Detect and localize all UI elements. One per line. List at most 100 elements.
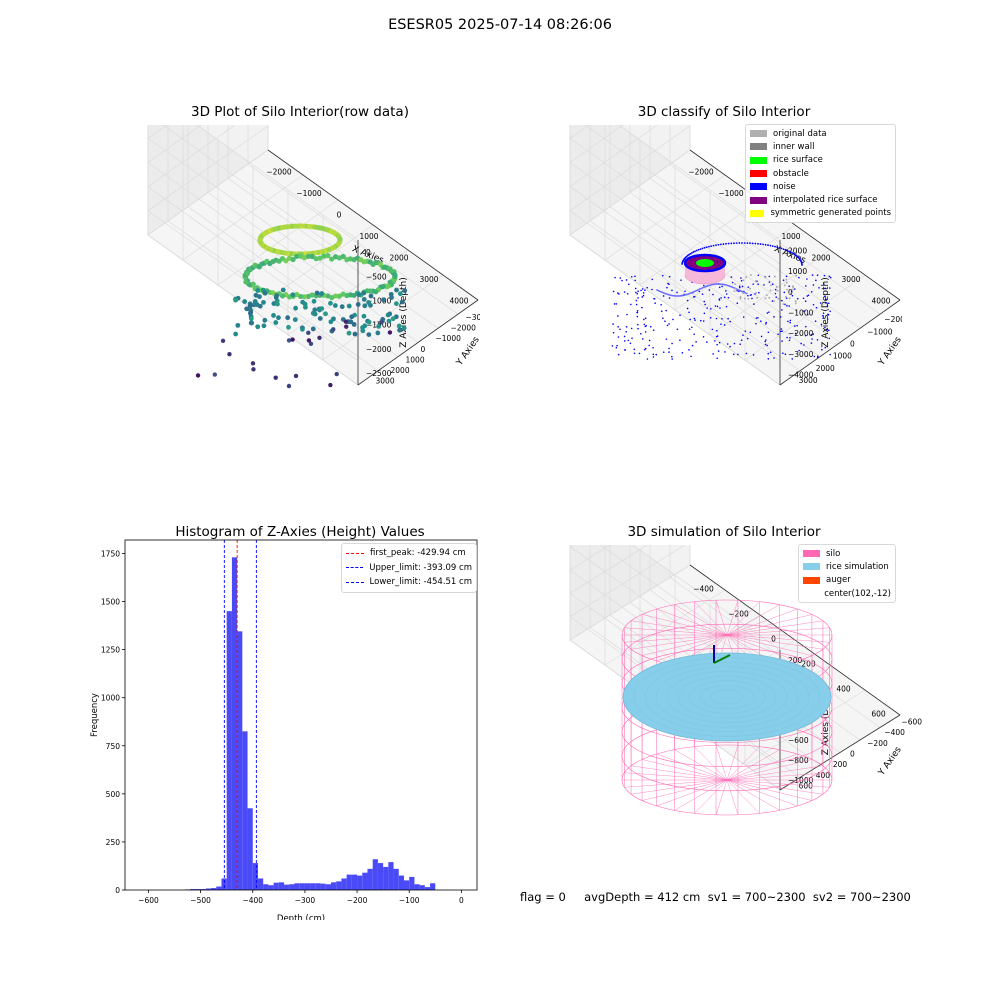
p1-data-point <box>394 287 399 293</box>
p1-data-point <box>361 296 367 302</box>
p2-noise-point <box>722 243 725 245</box>
p1-data-point <box>336 293 343 299</box>
panel4-3d-axes: −400−20002004006006004002000−200−400−600… <box>569 545 922 816</box>
p1-data-point <box>280 287 286 293</box>
panel4-legend-label: silo <box>826 548 841 559</box>
p2-original-point <box>734 287 737 290</box>
p1-data-point <box>293 305 299 311</box>
histogram-y-tick-label: 1750 <box>101 549 120 558</box>
p2-noise-point <box>702 320 705 322</box>
silo-floor-spoke <box>726 779 760 814</box>
p1-data-point <box>273 375 278 380</box>
p2-noise-point <box>612 290 615 293</box>
p2-noise-point <box>750 293 752 296</box>
p2-noise-point <box>635 299 638 302</box>
p2-original-point <box>782 303 785 306</box>
histogram-bar <box>257 878 264 890</box>
p1-x-tick-label: 4000 <box>449 296 468 305</box>
histogram-bar <box>284 884 290 890</box>
p1-data-point <box>249 320 255 326</box>
p2-noise-point <box>804 285 807 287</box>
silo-floor-spoke <box>656 753 728 781</box>
p1-x-tick-label: 1000 <box>359 232 378 241</box>
histogram-y-tick-label: 250 <box>106 838 121 847</box>
p2-noise-point <box>676 295 679 297</box>
p2-noise-point <box>695 341 697 343</box>
p2-original-point <box>791 285 794 288</box>
p1-data-point <box>393 301 399 307</box>
p2-z-tick-label: −2000 <box>788 329 814 338</box>
silo-roof-spoke <box>624 627 728 636</box>
p2-noise-point <box>712 244 715 247</box>
p2-y-tick-label: −2000 <box>884 315 902 324</box>
p2-noise-point <box>783 291 786 294</box>
p2-noise-point <box>668 275 671 278</box>
p2-noise-point <box>691 326 693 329</box>
p2-noise-point <box>767 331 770 334</box>
p1-data-point <box>247 303 253 309</box>
silo-roof-spoke <box>642 634 728 656</box>
p2-original-point <box>773 275 776 278</box>
histogram-bar <box>383 866 389 890</box>
p1-data-point <box>317 255 323 261</box>
histogram-bar <box>310 883 316 890</box>
p2-noise-point <box>796 297 799 300</box>
p2-z-tick-label: 2000 <box>788 246 807 255</box>
p2-noise-point <box>634 279 637 282</box>
p1-data-point <box>331 327 336 332</box>
p2-noise-point <box>803 310 805 312</box>
p2-noise-point <box>705 246 708 249</box>
p2-noise-point <box>675 295 678 297</box>
panel4-legend-item: auger <box>803 574 891 587</box>
histogram-bar <box>268 885 274 890</box>
p2-noise-point <box>821 348 823 351</box>
p2-z-tick-label: 0 <box>788 288 793 297</box>
p1-data-point <box>243 279 249 285</box>
p2-noise-point <box>671 358 673 360</box>
p2-noise-point <box>623 335 626 338</box>
p2-noise-point <box>810 342 813 344</box>
histogram-legend-item: Lower_limit: -454.51 cm <box>346 575 472 590</box>
p2-noise-point <box>753 303 755 305</box>
p2-noise-point <box>724 351 726 353</box>
p2-noise-point <box>719 283 722 286</box>
silo-roof-spoke <box>631 634 728 650</box>
p1-data-point <box>349 314 355 320</box>
panel3-title: Histogram of Z-Axies (Height) Values <box>175 524 425 540</box>
p2-noise-point <box>826 318 829 320</box>
silo-floor-spoke <box>656 779 728 807</box>
p4-grid-z <box>599 545 781 674</box>
p4-y-tick-label: 600 <box>799 782 814 791</box>
p2-grid-y <box>589 220 801 372</box>
auger-arm <box>713 654 731 664</box>
p2-noise-point <box>789 319 792 322</box>
p2-noise-point <box>708 289 711 291</box>
p2-noise-point <box>661 274 664 277</box>
p2-noise-point <box>742 334 744 336</box>
p1-data-point <box>392 273 398 280</box>
panel2-legend-swatch <box>750 170 767 178</box>
silo-floor-spoke <box>694 779 728 814</box>
p1-data-point <box>251 367 256 372</box>
p2-noise-point <box>671 289 673 292</box>
histogram-bar <box>414 884 420 890</box>
p2-noise-point <box>719 307 721 309</box>
p1-data-point <box>396 323 402 329</box>
p2-noise-point <box>791 251 793 254</box>
histogram-bar <box>273 882 279 890</box>
p1-data-point <box>379 320 384 325</box>
p2-noise-point <box>815 306 818 309</box>
p2-noise-point <box>730 242 733 245</box>
p2-grid-z <box>618 125 781 241</box>
p2-noise-point <box>648 339 651 342</box>
p2-noise-point <box>730 276 733 278</box>
p2-noise-point <box>643 348 646 351</box>
p1-data-point <box>389 295 394 300</box>
p2-noise-point <box>725 293 728 295</box>
p1-data-point <box>397 291 403 297</box>
p1-data-point <box>290 256 296 263</box>
p2-noise-point <box>784 248 787 251</box>
p2-original-point <box>784 295 787 298</box>
p2-noise-point <box>828 275 831 278</box>
p2-noise-point <box>743 242 746 244</box>
